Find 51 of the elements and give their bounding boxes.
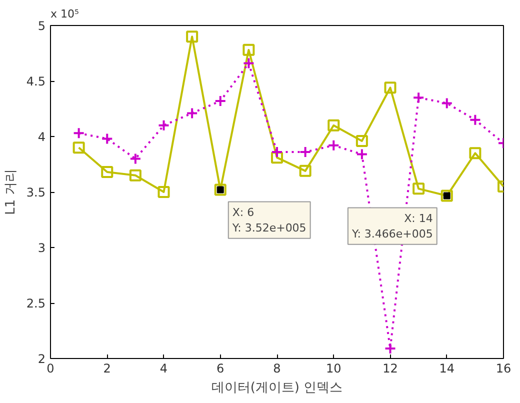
x-tick-label: 6 xyxy=(216,362,224,376)
point xyxy=(271,152,283,164)
point xyxy=(158,119,170,132)
y-tick-label: 3.5 xyxy=(26,186,46,200)
y-tick-label: 2.5 xyxy=(26,296,46,310)
y-tick-label: 4.5 xyxy=(26,74,46,88)
point xyxy=(72,127,85,140)
point xyxy=(271,146,283,158)
x-tick-label: 12 xyxy=(382,362,398,376)
y-axis-title: L1 거리 xyxy=(3,169,18,215)
x-tick-label: 8 xyxy=(273,362,281,376)
point xyxy=(129,169,142,182)
x-axis-title: 데이터(게이트) 인덱스 xyxy=(211,380,343,396)
point xyxy=(440,97,453,110)
point xyxy=(158,186,170,198)
point xyxy=(186,107,198,120)
point xyxy=(242,44,255,56)
point xyxy=(328,119,340,132)
annotation: X: 14 Y: 3.466e+005 xyxy=(350,212,433,240)
y-tick-label: 4 xyxy=(38,130,46,144)
y-tick-label: 2 xyxy=(38,352,46,366)
point xyxy=(214,184,226,196)
point xyxy=(328,139,340,152)
point xyxy=(129,152,142,165)
y-tick-label: 3 xyxy=(38,241,46,255)
x-tick-label: 4 xyxy=(160,362,168,376)
point xyxy=(412,92,425,104)
point xyxy=(101,166,114,178)
x-tick-label: 0 xyxy=(46,362,54,376)
x-tick-label: 2 xyxy=(103,362,111,376)
annotation: X: 6 Y: 3.52e+005 xyxy=(231,206,306,234)
point xyxy=(186,30,198,43)
point xyxy=(101,132,114,145)
y-tick-label: 5 xyxy=(38,19,46,33)
point xyxy=(469,147,482,160)
point xyxy=(356,134,368,147)
x-tick-label: 14 xyxy=(439,362,455,376)
point xyxy=(72,142,85,154)
x-tick-label: 10 xyxy=(326,362,342,376)
text: x 10⁵ xyxy=(50,8,79,20)
point xyxy=(384,82,396,94)
point xyxy=(214,94,226,107)
point xyxy=(299,164,312,177)
point xyxy=(469,114,482,126)
point xyxy=(384,342,396,355)
point xyxy=(440,190,453,202)
point xyxy=(412,182,425,195)
point xyxy=(299,146,312,158)
point xyxy=(356,148,368,160)
point xyxy=(242,57,255,70)
x-tick-label: 16 xyxy=(496,362,512,376)
